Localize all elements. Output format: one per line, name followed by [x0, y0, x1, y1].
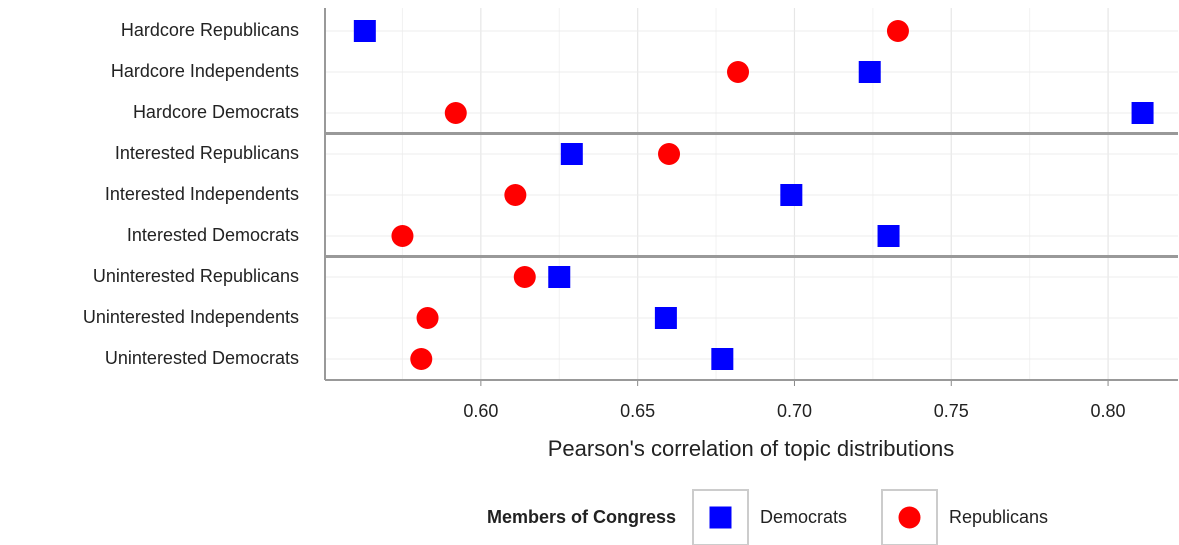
- x-tick-label: 0.65: [620, 401, 655, 421]
- circle-point: [504, 184, 527, 206]
- square-point: [780, 184, 803, 206]
- x-tick-label: 0.60: [463, 401, 498, 421]
- y-tick-label: Uninterested Independents: [83, 307, 299, 327]
- square-point: [560, 143, 583, 165]
- square-point: [709, 506, 732, 529]
- square-point: [711, 348, 734, 370]
- x-tick-label: 0.75: [934, 401, 969, 421]
- circle-point: [658, 143, 681, 165]
- circle-point: [513, 266, 536, 288]
- y-tick-label: Hardcore Independents: [111, 61, 299, 81]
- marks: [353, 20, 1154, 370]
- circle-point: [727, 61, 750, 83]
- legend-label: Republicans: [949, 507, 1048, 527]
- square-point: [353, 20, 376, 42]
- y-tick-label: Hardcore Democrats: [133, 102, 299, 122]
- square-point: [877, 225, 900, 247]
- grid: [325, 8, 1178, 380]
- y-tick-label: Uninterested Republicans: [93, 266, 299, 286]
- y-tick-label: Uninterested Democrats: [105, 348, 299, 368]
- square-point: [548, 266, 571, 288]
- x-tick-label: 0.70: [777, 401, 812, 421]
- x-tick-label: 0.80: [1091, 401, 1126, 421]
- legend-title: Members of Congress: [487, 507, 676, 527]
- x-axis-title: Pearson's correlation of topic distribut…: [548, 436, 955, 461]
- square-point: [858, 61, 881, 83]
- square-point: [654, 307, 677, 329]
- circle-point: [416, 307, 439, 329]
- y-tick-label: Interested Democrats: [127, 225, 299, 245]
- circle-point: [898, 506, 921, 529]
- y-tick-label: Interested Republicans: [115, 143, 299, 163]
- y-tick-label: Interested Independents: [105, 184, 299, 204]
- circle-point: [410, 348, 433, 370]
- legend-label: Democrats: [760, 507, 847, 527]
- circle-point: [886, 20, 909, 42]
- circle-point: [444, 102, 467, 124]
- square-point: [1131, 102, 1154, 124]
- y-tick-label: Hardcore Republicans: [121, 20, 299, 40]
- circle-point: [391, 225, 414, 247]
